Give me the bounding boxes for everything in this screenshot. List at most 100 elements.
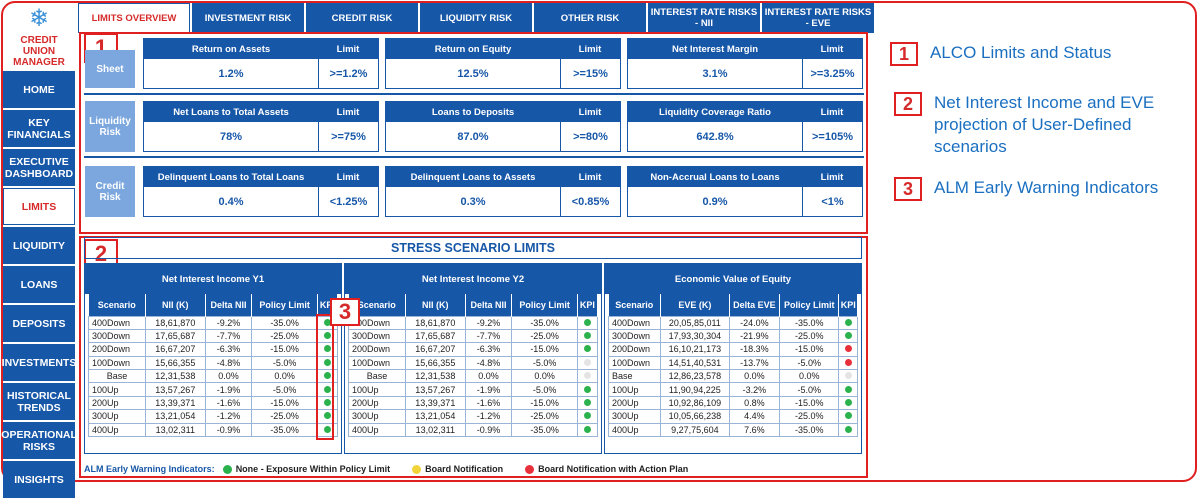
annotation: 2 Net Interest Income and EVE projection …	[894, 92, 1184, 158]
table-row: 300Down 17,65,687 -7.7% -25.0%	[87, 328, 339, 344]
tab-interest-rate-risks-eve[interactable]: INTEREST RATE RISKS - EVE	[762, 3, 874, 33]
table-row: 300Down 17,65,687 -7.7% -25.0%	[347, 328, 599, 344]
kpi-cell	[576, 342, 599, 357]
table-cell: 100Down	[347, 355, 407, 371]
tab-investment-risk[interactable]: INVESTMENT RISK	[192, 3, 304, 33]
table-cell: 300Up	[347, 409, 407, 424]
kpi-status-dot	[323, 372, 331, 380]
stress-panel: Economic Value of Equity Scenario EVE (K) D…	[604, 263, 862, 454]
metric-value: 0.4%	[218, 195, 244, 208]
legend-title: ALM Early Warning Indicators:	[84, 464, 215, 474]
table-row: 100Down 15,66,355 -4.8% -5.0%	[87, 355, 339, 371]
metric-card: Non-Accrual Loans to Loans Limit 0.9% <1%	[627, 166, 863, 217]
sidebar-item-limits[interactable]: LIMITS	[3, 188, 75, 225]
kpi-status-dot	[844, 358, 852, 366]
legend-dot	[222, 464, 232, 474]
legend-dot	[525, 464, 535, 474]
column-header: Policy Limit	[251, 294, 318, 316]
limit-header: Limit	[820, 43, 844, 55]
table-cell: 13,21,054	[405, 409, 466, 424]
column-header: NII (K)	[145, 294, 206, 316]
tab-interest-rate-risks-nii[interactable]: INTEREST RATE RISKS - NII	[648, 3, 760, 33]
table-cell: 0.8%	[728, 395, 781, 411]
table-cell: -25.0%	[251, 409, 318, 424]
kpi-status-dot	[583, 332, 591, 340]
table-cell: 12,31,538	[145, 369, 206, 384]
sidebar-item-executive-dashboard[interactable]: EXECUTIVE DASHBOARD	[3, 149, 75, 186]
sidebar-item-insights[interactable]: INSIGHTS	[3, 461, 75, 498]
table-cell: 10,92,86,109	[659, 395, 730, 411]
table-cell: 400Down	[608, 315, 661, 330]
table-row: 400Up 13,02,311 -0.9% -35.0%	[87, 422, 339, 438]
scenario-table: Scenario NII (K) Delta NII Policy Limit KPI 4…	[87, 294, 339, 438]
table-cell: 400Up	[347, 422, 407, 438]
sidebar-item-home[interactable]: HOME	[3, 71, 75, 108]
annotation-number: 2	[894, 92, 922, 116]
table-row: Base 12,31,538 0.0% 0.0%	[347, 369, 599, 384]
kpi-cell	[838, 382, 858, 397]
table-cell: -5.0%	[511, 382, 578, 397]
table-cell: -35.0%	[778, 422, 840, 438]
table-cell: 18,61,870	[145, 315, 206, 330]
table-row: 200Down 16,10,21,173 -18.3% -15.0%	[608, 342, 858, 357]
sidebar-item-liquidity[interactable]: LIQUIDITY	[3, 227, 75, 264]
table-cell: 17,65,687	[145, 328, 206, 344]
column-header: Scenario	[348, 294, 407, 316]
sidebar-item-key-financials[interactable]: KEY FINANCIALS	[3, 110, 75, 147]
column-header: Policy Limit	[779, 294, 840, 316]
table-cell: 100Up	[608, 382, 661, 397]
limit-header: Limit	[578, 106, 602, 118]
column-header: KPI	[838, 294, 858, 316]
sidebar-item-investments[interactable]: INVESTMENTS	[2, 344, 76, 381]
kpi-status-dot	[583, 425, 591, 433]
metric-value: 0.3%	[460, 195, 486, 208]
kpi-status-dot	[583, 399, 591, 407]
limit-header: Limit	[578, 43, 602, 55]
sidebar-item-deposits[interactable]: DEPOSITS	[3, 305, 75, 342]
table-cell: 9,27,75,604	[659, 422, 730, 438]
table-row: 200Down 16,67,207 -6.3% -15.0%	[347, 342, 599, 357]
metric-limit: >=75%	[318, 122, 378, 151]
table-cell: -1.2%	[204, 409, 253, 424]
kpi-status-dot	[844, 425, 852, 433]
table-cell: 200Down	[608, 342, 661, 357]
metric-value: 3.1%	[702, 67, 728, 80]
table-cell: -15.0%	[778, 342, 840, 357]
metric-name: Non-Accrual Loans to Loans	[650, 171, 780, 183]
table-cell: Base	[608, 369, 661, 384]
table-row: 200Up 10,92,86,109 0.8% -15.0%	[608, 395, 858, 411]
metric-value: 642.8%	[696, 130, 734, 143]
sidebar-item-historical-trends[interactable]: HISTORICAL TRENDS	[3, 383, 75, 420]
table-cell: 13,57,267	[405, 382, 466, 397]
annotation-number: 1	[890, 42, 918, 66]
kpi-status-dot	[323, 385, 331, 393]
annotation-number: 3	[894, 177, 922, 201]
table-row: 400Down 18,61,870 -9.2% -35.0%	[87, 315, 339, 330]
tab-liquidity-risk[interactable]: LIQUIDITY RISK	[420, 3, 532, 33]
limit-header: Limit	[578, 171, 602, 183]
snowflake-icon: ❄	[28, 5, 50, 32]
sidebar-item-operational-risks[interactable]: OPERATIONAL RISKS	[1, 422, 77, 459]
stress-title: STRESS SCENARIO LIMITS	[84, 237, 862, 259]
tab-credit-risk[interactable]: CREDIT RISK	[306, 3, 418, 33]
sidebar-item-loans[interactable]: LOANS	[3, 266, 75, 303]
kpi-cell	[576, 395, 599, 411]
table-cell: -24.0%	[728, 315, 781, 330]
metric-limit: <0.85%	[560, 187, 620, 216]
table-cell: 100Up	[87, 382, 147, 397]
metric-limit: >=80%	[560, 122, 620, 151]
legend-item: None - Exposure Within Policy Limit	[222, 464, 390, 474]
table-cell: 300Down	[347, 328, 407, 344]
table-cell: 200Up	[347, 395, 407, 411]
kpi-status-dot	[844, 399, 852, 407]
tab-limits-overview[interactable]: LIMITS OVERVIEW	[78, 3, 190, 33]
table-row: 300Down 17,93,30,304 -21.9% -25.0%	[608, 328, 858, 344]
panel-title: Economic Value of Equity	[605, 264, 861, 294]
annotation-text: Net Interest Income and EVE projection o…	[934, 93, 1155, 156]
annotation: 3 ALM Early Warning Indicators	[894, 177, 1184, 201]
tab-other-risk[interactable]: OTHER RISK	[534, 3, 646, 33]
table-cell: Base	[347, 369, 407, 384]
kpi-status-dot	[323, 358, 331, 366]
table-cell: -7.7%	[204, 328, 253, 344]
column-header: NII (K)	[405, 294, 466, 316]
